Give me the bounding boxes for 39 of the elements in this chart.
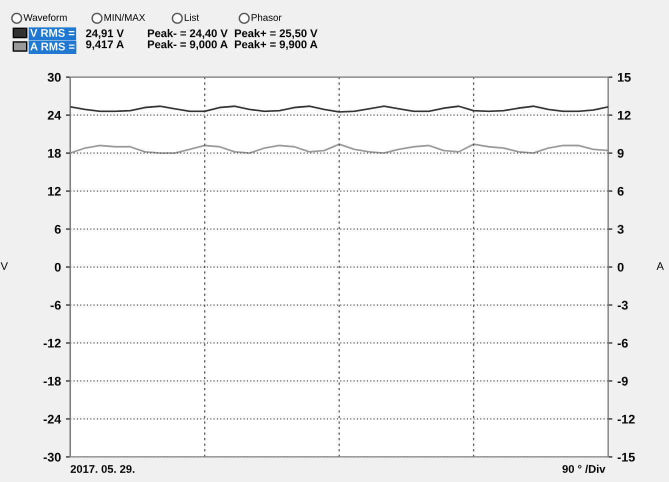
text: Peak+ = 25,50 V: [234, 29, 318, 39]
text: List: [184, 14, 200, 21]
y2-tick-label: 9: [618, 148, 624, 158]
text: MIN/MAX: [104, 14, 146, 21]
legend-label: V RMS =: [30, 29, 74, 37]
y-tick-label: -24: [44, 414, 62, 424]
y2-tick-label: -9: [618, 376, 628, 386]
text: 90 ° /Div: [562, 464, 606, 474]
y2-tick-label: 0: [618, 262, 624, 272]
y-axis-title: V: [0, 262, 8, 270]
y-tick-label: 18: [48, 148, 61, 158]
text: Peak+ = 9,900 A: [234, 40, 318, 50]
y2-axis-title: A: [656, 262, 664, 270]
text: Peak- = 9,000 A: [148, 40, 228, 50]
y2-tick-label: 3: [617, 224, 624, 234]
y2-tick-label: -12: [618, 414, 635, 424]
y2-tick-label: 12: [618, 110, 631, 120]
text: Peak- = 24,40 V: [148, 29, 228, 39]
y2-tick-label: 15: [618, 73, 631, 82]
y-tick-label: 24: [48, 110, 62, 120]
y2-tick-label: -6: [618, 338, 628, 348]
y2-tick-label: 6: [618, 186, 624, 196]
y-tick-label: 6: [54, 224, 61, 234]
y-tick-label: 0: [54, 262, 61, 272]
text: 9,417 A: [86, 40, 124, 50]
y-tick-label: 30: [48, 72, 61, 82]
text: Phasor: [252, 14, 282, 21]
legend-label: A RMS =: [30, 42, 75, 50]
y-tick-label: -12: [44, 338, 61, 348]
y2-tick-label: -3: [618, 300, 628, 310]
y-tick-label: 12: [48, 186, 61, 196]
text: 2017. 05. 29.: [70, 465, 134, 473]
text: 24,91 V: [86, 29, 124, 39]
y-tick-label: -30: [44, 452, 61, 462]
y2-tick-label: -15: [618, 452, 635, 462]
y-tick-label: -18: [44, 376, 61, 386]
text: Waveform: [23, 14, 67, 21]
line-series: [70, 143, 608, 154]
y-tick-label: -6: [50, 300, 61, 310]
